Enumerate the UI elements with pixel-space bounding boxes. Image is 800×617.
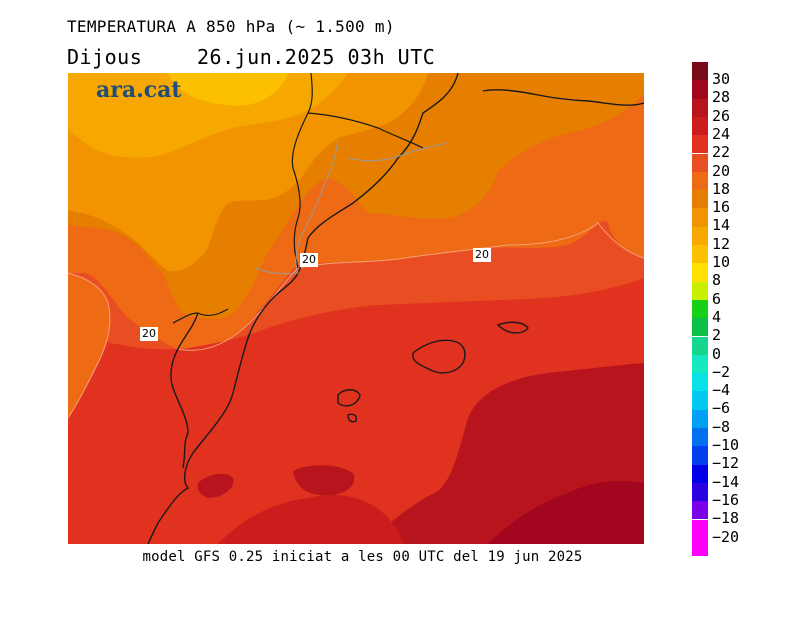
legend-swatch xyxy=(692,263,708,282)
legend-swatch xyxy=(692,482,708,502)
legend-swatch xyxy=(692,537,708,557)
contour-label: 20 xyxy=(300,253,318,267)
legend-label: 28 xyxy=(712,88,731,107)
legend-swatch xyxy=(692,391,708,410)
legend-label: −20 xyxy=(712,527,740,546)
legend-swatch xyxy=(692,62,708,81)
legend-label: 12 xyxy=(712,234,731,253)
temp-band-26-28 xyxy=(488,481,644,544)
legend-swatch xyxy=(692,245,708,264)
temp-band-24-26-blob xyxy=(293,465,355,496)
forecast-day: Dijous xyxy=(67,45,143,69)
legend-swatch xyxy=(692,226,708,245)
contour-label: 20 xyxy=(140,327,158,341)
legend-label: 10 xyxy=(712,253,731,271)
forecast-time: Dijous 26.jun.2025 03h UTC xyxy=(67,45,435,69)
legend-swatch xyxy=(692,318,708,337)
legend-swatch xyxy=(692,80,708,99)
legend-swatch xyxy=(692,190,708,209)
legend-swatch xyxy=(692,208,708,227)
coastline xyxy=(147,73,644,544)
legend-label: 4 xyxy=(712,307,722,326)
legend-swatch xyxy=(692,153,708,172)
legend-swatch xyxy=(692,519,708,538)
legend-label: 22 xyxy=(712,143,731,162)
isotherm-20-main xyxy=(177,222,644,351)
legend-label: −2 xyxy=(712,362,731,381)
legend-swatch xyxy=(692,446,708,465)
legend-label: 30 xyxy=(712,70,731,88)
ara-cat-logo: ara.cat xyxy=(96,77,182,103)
temp-band-22-24-west xyxy=(68,273,110,418)
legend-label: −16 xyxy=(712,490,740,509)
legend-swatch xyxy=(692,428,708,447)
legend-swatch xyxy=(692,409,708,428)
legend-label: 14 xyxy=(712,216,731,235)
map-title: TEMPERATURA A 850 hPa (~ 1.500 m) xyxy=(67,17,395,36)
legend-swatch xyxy=(692,501,708,520)
legend-swatch xyxy=(692,354,708,374)
border-lines xyxy=(172,73,424,324)
legend-swatch xyxy=(692,98,708,117)
legend-label: 6 xyxy=(712,289,722,308)
legend-label: 16 xyxy=(712,198,731,217)
legend-label: 8 xyxy=(712,271,722,290)
legend-label: −18 xyxy=(712,509,740,528)
legend-swatch xyxy=(692,299,708,319)
legend-swatch xyxy=(692,171,708,191)
legend-swatch xyxy=(692,373,708,392)
legend-label: 0 xyxy=(712,344,722,363)
temp-band-10-12 xyxy=(68,73,348,158)
legend-label: 26 xyxy=(712,106,731,125)
legend-label: −12 xyxy=(712,454,740,473)
model-info: model GFS 0.25 iniciat a les 00 UTC del … xyxy=(142,549,583,565)
temp-band-26-28-spot xyxy=(197,473,234,498)
legend-label: −6 xyxy=(712,399,731,418)
legend-label: 2 xyxy=(712,326,722,345)
temp-band-24-26-south xyxy=(218,494,403,544)
legend-swatch xyxy=(692,281,708,300)
contour-label: 20 xyxy=(473,248,491,262)
legend-label: 20 xyxy=(712,161,731,180)
balearic-islands xyxy=(337,321,529,423)
legend-label: −10 xyxy=(712,436,740,454)
region-borders xyxy=(255,137,449,275)
legend-label: −4 xyxy=(712,381,731,400)
isotherm-20 xyxy=(68,272,111,419)
forecast-datetime: 26.jun.2025 03h UTC xyxy=(197,45,436,69)
legend-label: −8 xyxy=(712,417,731,436)
legend-swatch xyxy=(692,464,708,483)
temperature-map xyxy=(68,73,644,544)
legend-swatch xyxy=(692,336,708,355)
temp-band-8-10 xyxy=(168,73,288,106)
legend-label: 18 xyxy=(712,179,731,198)
legend-swatch xyxy=(692,116,708,136)
legend-label: −14 xyxy=(712,472,740,491)
legend-swatch xyxy=(692,135,708,154)
legend-label: 24 xyxy=(712,124,731,143)
